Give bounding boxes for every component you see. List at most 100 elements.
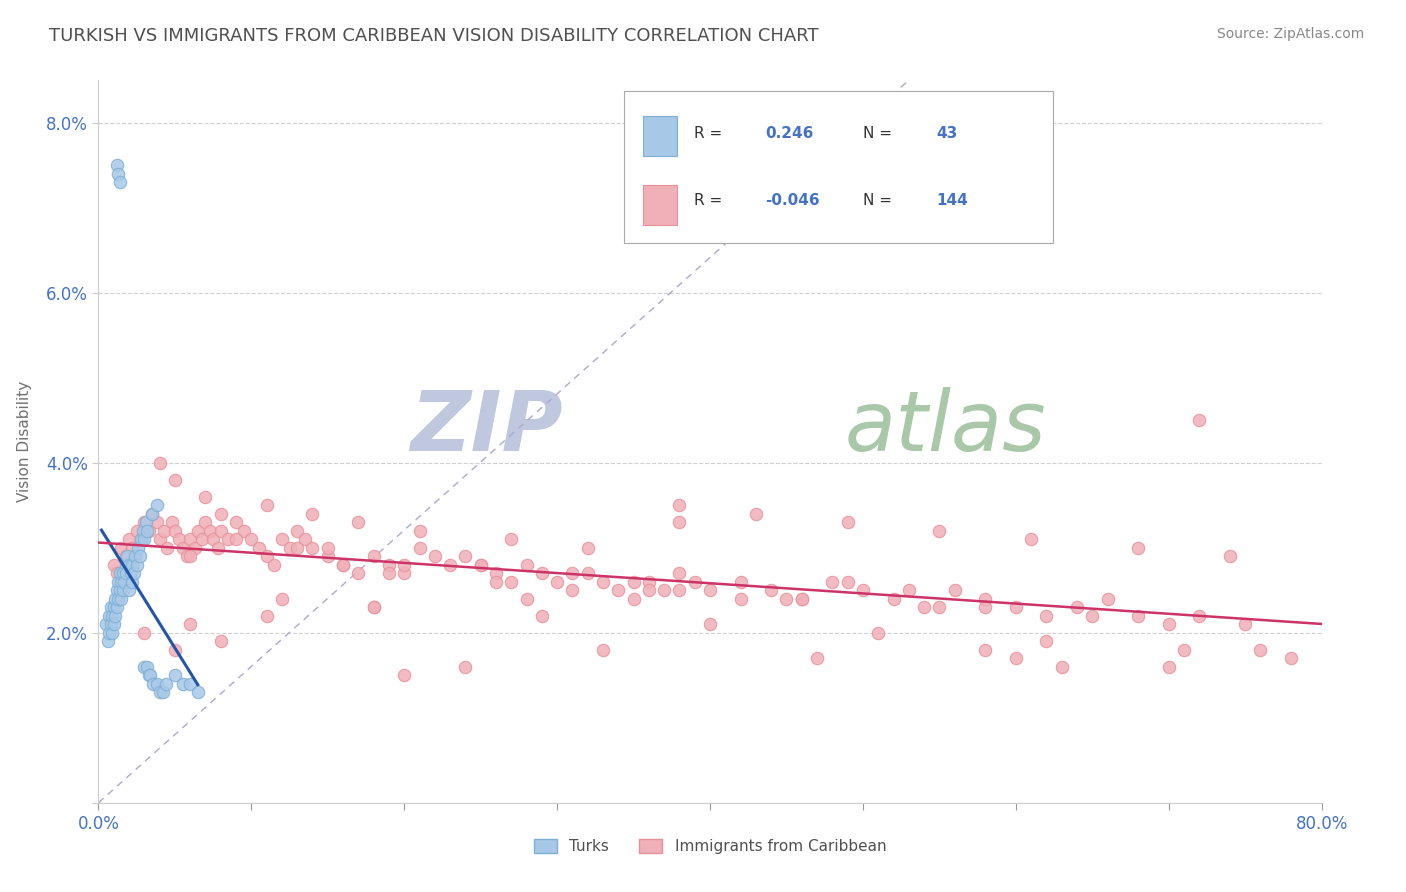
Point bbox=[852, 583, 875, 598]
Point bbox=[105, 158, 128, 172]
Point bbox=[202, 533, 225, 547]
Point bbox=[485, 566, 508, 581]
Point bbox=[576, 566, 599, 581]
Point bbox=[392, 566, 416, 581]
Point bbox=[316, 541, 339, 555]
Text: R =: R = bbox=[695, 126, 723, 141]
Point bbox=[637, 574, 661, 589]
Point bbox=[132, 524, 155, 538]
Point bbox=[163, 668, 186, 682]
Point bbox=[623, 591, 645, 606]
Point bbox=[145, 498, 167, 512]
Point bbox=[516, 591, 538, 606]
Point bbox=[576, 541, 599, 555]
Point bbox=[169, 533, 191, 547]
Point bbox=[332, 558, 354, 572]
Point bbox=[152, 685, 174, 699]
Point bbox=[127, 541, 149, 555]
Point bbox=[142, 677, 165, 691]
Point bbox=[759, 583, 782, 598]
Point bbox=[623, 574, 645, 589]
Point bbox=[134, 533, 156, 547]
Point bbox=[363, 600, 385, 615]
Point bbox=[104, 591, 127, 606]
Point bbox=[408, 524, 430, 538]
Point bbox=[217, 533, 239, 547]
Point bbox=[883, 591, 905, 606]
Point bbox=[110, 591, 132, 606]
Point bbox=[637, 583, 661, 598]
Point bbox=[225, 516, 247, 530]
Point bbox=[530, 566, 553, 581]
Point bbox=[392, 668, 416, 682]
Point bbox=[912, 600, 935, 615]
Point bbox=[98, 625, 121, 640]
Point bbox=[134, 660, 156, 674]
Point bbox=[103, 617, 125, 632]
Point bbox=[139, 668, 162, 682]
Point bbox=[470, 558, 492, 572]
Point bbox=[172, 677, 194, 691]
Point bbox=[107, 591, 129, 606]
Point bbox=[107, 574, 129, 589]
Point bbox=[103, 600, 125, 615]
Point bbox=[112, 574, 135, 589]
Point bbox=[683, 574, 706, 589]
Point bbox=[1035, 634, 1057, 648]
Point bbox=[790, 591, 813, 606]
Point bbox=[1004, 651, 1026, 665]
Point bbox=[347, 566, 370, 581]
Point bbox=[363, 600, 385, 615]
Point bbox=[561, 566, 583, 581]
Point bbox=[103, 558, 125, 572]
Point bbox=[454, 549, 477, 564]
Point bbox=[332, 558, 354, 572]
Point bbox=[897, 583, 920, 598]
Point bbox=[1019, 533, 1042, 547]
Point bbox=[115, 566, 138, 581]
Point bbox=[101, 625, 124, 640]
Point bbox=[592, 642, 614, 657]
Point bbox=[179, 533, 201, 547]
Point bbox=[145, 677, 167, 691]
Text: TURKISH VS IMMIGRANTS FROM CARIBBEAN VISION DISABILITY CORRELATION CHART: TURKISH VS IMMIGRANTS FROM CARIBBEAN VIS… bbox=[49, 27, 818, 45]
Point bbox=[101, 608, 124, 623]
Point bbox=[118, 533, 141, 547]
Point bbox=[198, 524, 221, 538]
Point bbox=[163, 524, 186, 538]
Point bbox=[745, 507, 768, 521]
Point bbox=[668, 516, 690, 530]
Text: 0.246: 0.246 bbox=[765, 126, 814, 141]
Point bbox=[194, 490, 217, 504]
Point bbox=[668, 498, 690, 512]
Point bbox=[149, 456, 172, 470]
Point bbox=[790, 591, 813, 606]
Point bbox=[115, 558, 138, 572]
Point bbox=[176, 549, 198, 564]
Point bbox=[172, 541, 194, 555]
Point bbox=[191, 533, 214, 547]
Point bbox=[118, 583, 141, 598]
Point bbox=[1050, 660, 1073, 674]
Point bbox=[1128, 541, 1150, 555]
Point bbox=[392, 558, 416, 572]
Text: Source: ZipAtlas.com: Source: ZipAtlas.com bbox=[1216, 27, 1364, 41]
Point bbox=[699, 583, 721, 598]
Point bbox=[561, 583, 583, 598]
Bar bbox=[643, 116, 678, 156]
Point bbox=[256, 498, 278, 512]
Point bbox=[652, 583, 675, 598]
Point bbox=[194, 516, 217, 530]
Point bbox=[155, 677, 177, 691]
Point bbox=[806, 651, 828, 665]
Point bbox=[163, 473, 186, 487]
Point bbox=[163, 642, 186, 657]
Point bbox=[470, 558, 492, 572]
Legend: Turks, Immigrants from Caribbean: Turks, Immigrants from Caribbean bbox=[527, 833, 893, 860]
Point bbox=[592, 574, 614, 589]
Point bbox=[129, 533, 152, 547]
Point bbox=[775, 591, 797, 606]
Point bbox=[974, 591, 997, 606]
Point bbox=[928, 524, 950, 538]
Point bbox=[138, 668, 160, 682]
